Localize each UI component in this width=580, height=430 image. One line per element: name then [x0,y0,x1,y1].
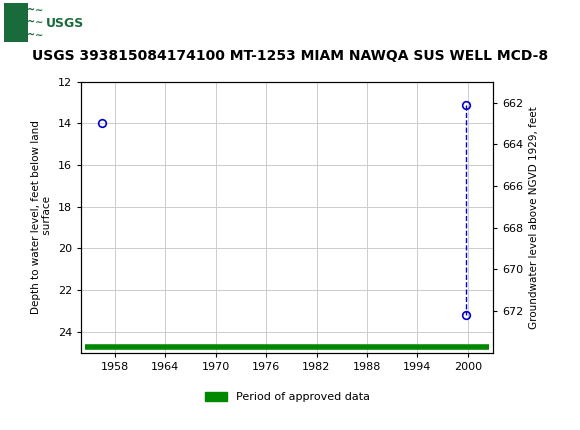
Text: USGS 393815084174100 MT-1253 MIAM NAWQA SUS WELL MCD-8: USGS 393815084174100 MT-1253 MIAM NAWQA … [32,49,548,64]
Y-axis label: Depth to water level, feet below land
 surface: Depth to water level, feet below land su… [31,120,52,314]
Legend: Period of approved data: Period of approved data [200,387,374,407]
Text: ~∼: ~∼ [27,4,44,15]
FancyBboxPatch shape [4,3,28,42]
Text: ~∼: ~∼ [27,30,44,40]
Y-axis label: Groundwater level above NGVD 1929, feet: Groundwater level above NGVD 1929, feet [529,106,539,329]
FancyBboxPatch shape [4,3,76,42]
Text: USGS: USGS [46,17,84,30]
Text: ~∼: ~∼ [27,17,44,27]
